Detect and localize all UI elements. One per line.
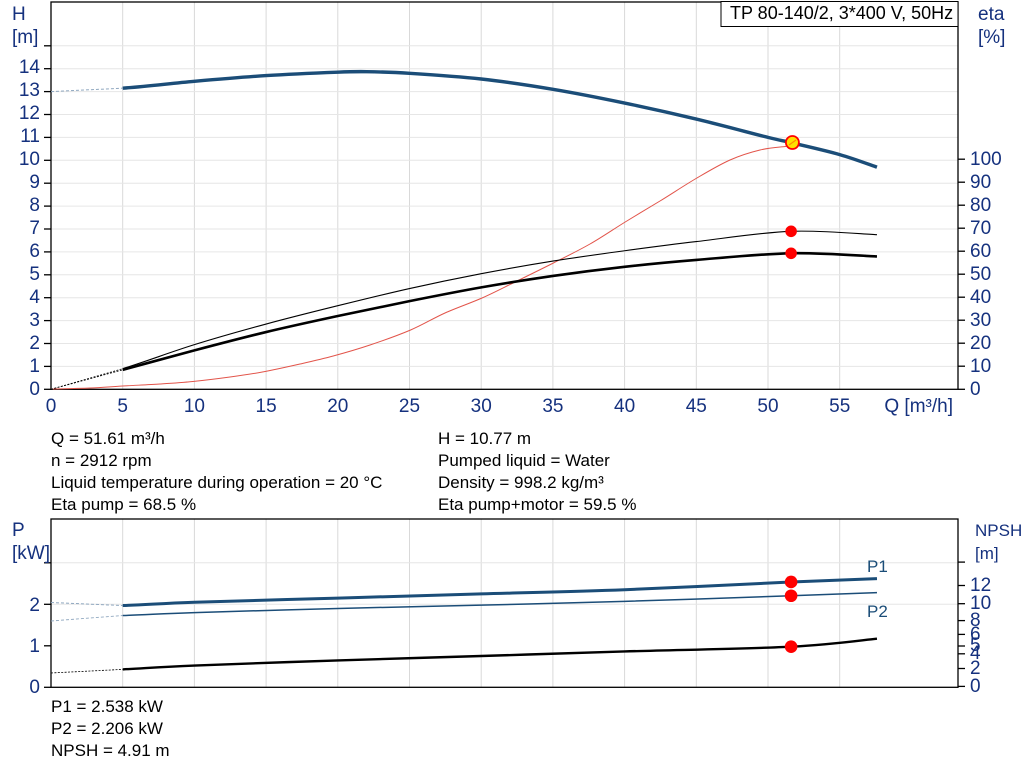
svg-text:50: 50: [757, 396, 778, 417]
svg-text:P2: P2: [867, 602, 888, 621]
svg-text:30: 30: [970, 310, 991, 331]
svg-text:6: 6: [29, 241, 40, 262]
svg-text:70: 70: [970, 218, 991, 239]
svg-text:9: 9: [29, 172, 40, 193]
svg-text:Liquid temperature during oper: Liquid temperature during operation = 20…: [51, 473, 382, 492]
svg-text:12: 12: [19, 103, 40, 124]
svg-text:Eta pump+motor = 59.5 %: Eta pump+motor = 59.5 %: [438, 495, 636, 514]
svg-text:10: 10: [19, 149, 40, 170]
svg-text:5: 5: [29, 264, 40, 285]
svg-text:10: 10: [184, 396, 205, 417]
svg-text:80: 80: [970, 195, 991, 216]
svg-text:3: 3: [29, 310, 40, 331]
svg-text:NPSH = 4.91 m: NPSH = 4.91 m: [51, 741, 170, 760]
svg-text:20: 20: [970, 333, 991, 354]
svg-text:1: 1: [29, 636, 40, 657]
svg-text:0: 0: [46, 396, 57, 417]
svg-text:100: 100: [970, 149, 1002, 170]
svg-text:45: 45: [686, 396, 707, 417]
svg-text:40: 40: [970, 287, 991, 308]
svg-text:20: 20: [327, 396, 348, 417]
svg-text:0: 0: [970, 676, 981, 697]
svg-text:Q [m³/h]: Q [m³/h]: [884, 396, 953, 417]
svg-text:[kW]: [kW]: [12, 543, 50, 564]
svg-text:eta: eta: [978, 4, 1005, 25]
svg-text:13: 13: [19, 80, 40, 101]
svg-text:25: 25: [399, 396, 420, 417]
svg-text:4: 4: [29, 287, 40, 308]
svg-text:[%]: [%]: [978, 27, 1005, 48]
svg-text:1: 1: [29, 356, 40, 377]
svg-text:0: 0: [29, 677, 40, 698]
svg-text:90: 90: [970, 172, 991, 193]
svg-text:2: 2: [29, 595, 40, 616]
svg-text:35: 35: [542, 396, 563, 417]
svg-text:NPSH: NPSH: [975, 521, 1022, 540]
svg-text:40: 40: [614, 396, 635, 417]
svg-text:TP 80-140/2, 3*400 V, 50Hz: TP 80-140/2, 3*400 V, 50Hz: [730, 3, 953, 23]
svg-text:P1 = 2.538 kW: P1 = 2.538 kW: [51, 697, 163, 716]
svg-text:Pumped liquid = Water: Pumped liquid = Water: [438, 451, 610, 470]
svg-text:P1: P1: [867, 557, 888, 576]
svg-text:55: 55: [829, 396, 850, 417]
svg-text:P: P: [12, 520, 25, 541]
svg-text:30: 30: [471, 396, 492, 417]
svg-text:Density = 998.2 kg/m³: Density = 998.2 kg/m³: [438, 473, 604, 492]
svg-text:7: 7: [29, 218, 40, 239]
svg-text:Q = 51.61 m³/h: Q = 51.61 m³/h: [51, 429, 165, 448]
svg-text:11: 11: [20, 126, 40, 147]
svg-text:Eta pump = 68.5 %: Eta pump = 68.5 %: [51, 495, 196, 514]
svg-text:[m]: [m]: [975, 544, 999, 563]
svg-text:14: 14: [19, 57, 41, 78]
svg-text:15: 15: [256, 396, 277, 417]
svg-text:60: 60: [970, 241, 991, 262]
svg-text:2: 2: [29, 333, 40, 354]
svg-text:n = 2912 rpm: n = 2912 rpm: [51, 451, 152, 470]
svg-text:0: 0: [29, 379, 40, 400]
svg-text:P2 = 2.206 kW: P2 = 2.206 kW: [51, 719, 163, 738]
svg-text:8: 8: [29, 195, 40, 216]
svg-text:10: 10: [970, 356, 991, 377]
svg-text:[m]: [m]: [12, 27, 38, 48]
svg-text:50: 50: [970, 264, 991, 285]
svg-text:0: 0: [970, 379, 981, 400]
svg-text:5: 5: [117, 396, 128, 417]
svg-text:H: H: [12, 4, 26, 25]
svg-text:H = 10.77 m: H = 10.77 m: [438, 429, 531, 448]
